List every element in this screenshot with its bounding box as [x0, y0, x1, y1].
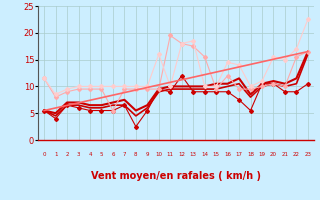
X-axis label: Vent moyen/en rafales ( km/h ): Vent moyen/en rafales ( km/h ) [91, 171, 261, 181]
